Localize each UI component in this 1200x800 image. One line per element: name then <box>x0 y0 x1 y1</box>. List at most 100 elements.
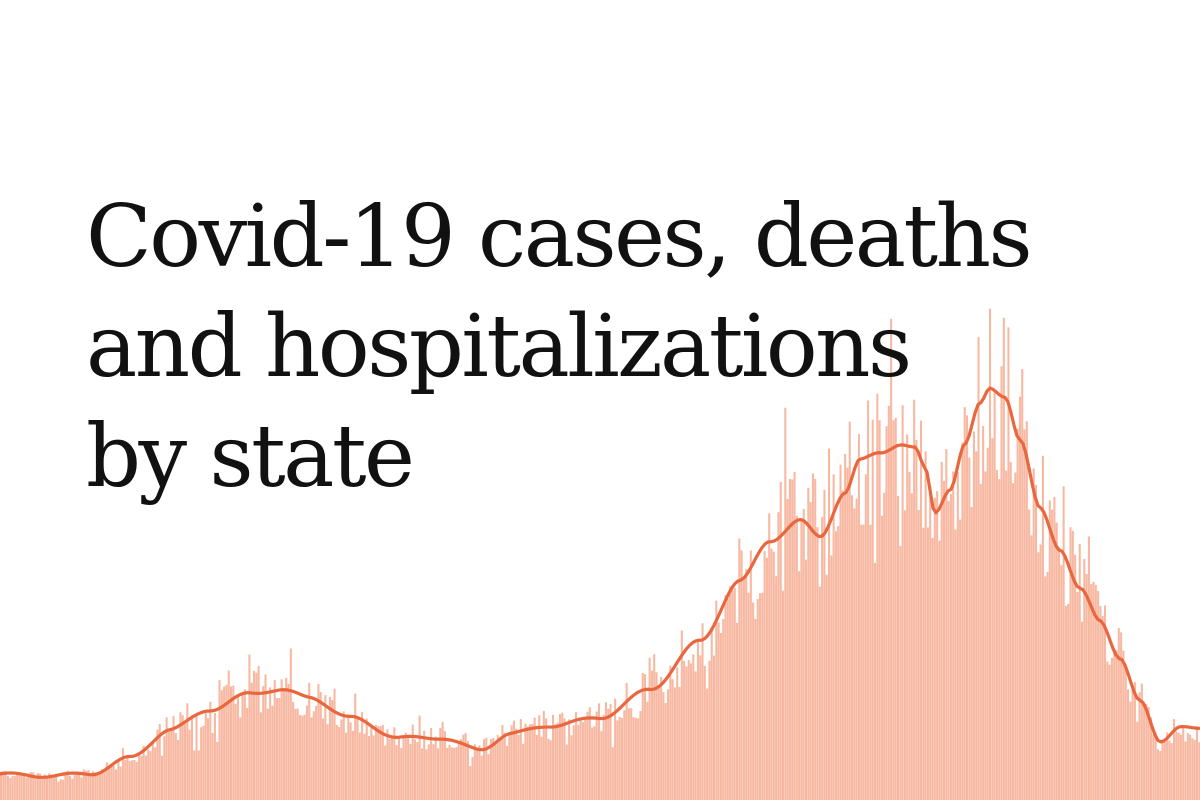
daily-bar <box>892 420 895 800</box>
daily-bar <box>722 618 725 800</box>
daily-bar <box>611 747 614 800</box>
daily-bar <box>75 771 78 800</box>
daily-bar <box>1104 605 1107 800</box>
daily-bar <box>664 703 667 800</box>
daily-bar <box>747 592 750 800</box>
daily-bar <box>632 717 635 800</box>
daily-bar <box>301 715 304 800</box>
daily-bar <box>207 718 210 800</box>
daily-bar <box>423 730 426 800</box>
daily-bar <box>938 540 941 800</box>
daily-bar <box>71 778 74 800</box>
daily-bar <box>273 680 276 800</box>
daily-bar <box>943 480 946 800</box>
daily-bar <box>637 718 640 800</box>
daily-bar <box>975 451 978 800</box>
daily-bar <box>855 498 858 800</box>
daily-bar <box>878 420 881 800</box>
daily-bar <box>193 750 196 800</box>
daily-bar <box>23 774 26 800</box>
daily-bar <box>1092 581 1095 800</box>
daily-bar <box>1058 548 1061 800</box>
daily-bar <box>1163 741 1166 800</box>
daily-bar <box>368 736 371 800</box>
daily-bar <box>556 722 559 800</box>
daily-bar <box>818 586 821 800</box>
daily-bar <box>673 687 676 800</box>
daily-bar <box>692 654 695 800</box>
daily-bar <box>480 755 483 800</box>
daily-bar <box>1081 621 1084 800</box>
daily-bar <box>204 712 207 800</box>
daily-bar <box>232 685 235 800</box>
daily-bar <box>384 745 387 800</box>
daily-bar <box>890 318 893 800</box>
daily-bar <box>414 739 417 800</box>
daily-bar <box>984 471 987 800</box>
daily-bar <box>795 515 798 800</box>
daily-bar <box>395 745 398 800</box>
daily-bar <box>860 524 863 800</box>
title-line-2: and hospitalizations <box>86 297 912 397</box>
daily-bar <box>345 732 348 800</box>
daily-bar <box>811 473 814 800</box>
daily-bar <box>959 519 962 800</box>
daily-bar <box>20 775 23 800</box>
daily-bar <box>262 686 265 800</box>
daily-bar <box>246 707 249 800</box>
daily-bar <box>614 698 617 800</box>
daily-bar <box>1041 455 1044 800</box>
daily-bar <box>85 770 88 800</box>
daily-bar <box>349 722 352 800</box>
page-title: Covid-19 cases, deaths and hospitalizati… <box>86 182 1033 512</box>
daily-bar <box>202 725 205 800</box>
daily-bar <box>1014 472 1017 800</box>
daily-bar <box>1154 732 1157 800</box>
daily-bar <box>903 510 906 800</box>
daily-bar <box>213 712 216 800</box>
daily-bar <box>738 538 741 800</box>
daily-bar <box>48 773 51 800</box>
title-line-3: by state <box>86 407 415 507</box>
daily-bar <box>46 775 49 800</box>
daily-bar <box>867 400 870 800</box>
daily-bar <box>1021 369 1024 800</box>
daily-bar <box>680 630 683 800</box>
daily-bar <box>1198 742 1200 800</box>
daily-bar <box>1076 592 1079 800</box>
daily-bar <box>172 715 175 800</box>
daily-bar <box>646 701 649 800</box>
daily-bar <box>756 598 759 800</box>
daily-bar <box>165 717 168 800</box>
daily-bar <box>1129 701 1132 800</box>
daily-bar <box>117 760 120 800</box>
daily-bar <box>82 769 85 800</box>
daily-bar <box>181 715 184 800</box>
daily-bar <box>2 771 5 800</box>
daily-bar <box>1097 590 1100 800</box>
daily-bar <box>540 736 543 800</box>
daily-bar <box>363 733 366 800</box>
daily-bar <box>425 749 428 800</box>
daily-bar <box>609 704 612 800</box>
daily-bar <box>248 654 251 800</box>
daily-bar <box>816 527 819 800</box>
daily-bar <box>39 773 42 800</box>
daily-bar <box>1030 535 1033 800</box>
daily-bar <box>69 775 72 800</box>
daily-bar <box>883 492 886 800</box>
daily-bar <box>453 747 456 800</box>
daily-bar <box>354 693 357 800</box>
daily-bar <box>591 727 594 800</box>
daily-bar <box>1168 740 1171 800</box>
daily-bar <box>832 474 835 800</box>
daily-bar <box>140 755 143 800</box>
daily-bar <box>570 735 573 800</box>
daily-bar <box>427 744 430 800</box>
daily-bar <box>512 720 515 800</box>
daily-bar <box>621 717 624 800</box>
daily-bar <box>915 439 918 800</box>
daily-bar <box>807 487 810 800</box>
daily-bar <box>450 747 453 800</box>
daily-bar <box>667 689 670 800</box>
